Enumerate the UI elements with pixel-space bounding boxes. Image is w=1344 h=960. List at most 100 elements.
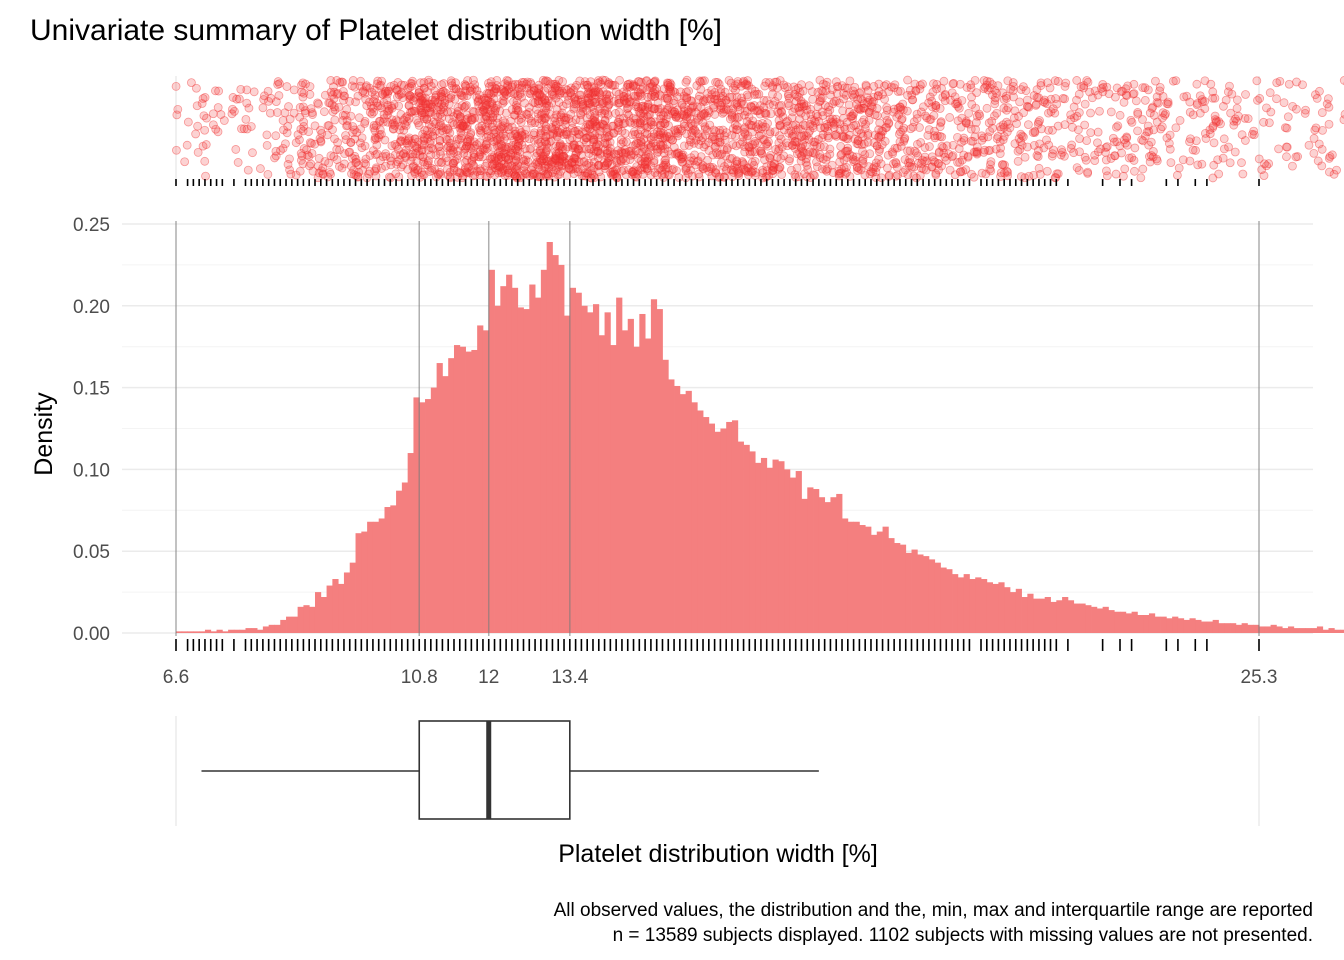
jitter-point <box>484 78 493 88</box>
jitter-point <box>1264 118 1274 128</box>
jitter-point <box>818 130 828 140</box>
jitter-point <box>1130 166 1139 176</box>
jitter-point <box>1115 110 1125 120</box>
jitter-point <box>694 172 704 182</box>
histogram-bar <box>714 431 721 633</box>
jitter-point <box>412 143 422 153</box>
histogram-bar <box>349 562 356 633</box>
jitter-point <box>1193 99 1202 108</box>
jitter-point <box>399 115 408 125</box>
jitter-point <box>1259 117 1268 127</box>
jitter-point <box>249 87 259 97</box>
jitter-point <box>649 78 659 87</box>
jitter-point <box>672 92 682 102</box>
jitter-point <box>461 167 471 177</box>
jitter-point <box>502 75 512 85</box>
jitter-point <box>452 109 462 119</box>
jitter-point <box>726 165 736 175</box>
jitter-point <box>661 114 671 124</box>
histogram-bar <box>847 521 854 633</box>
jitter-point <box>541 147 551 156</box>
jitter-point <box>661 158 670 168</box>
jitter-point <box>1019 108 1028 118</box>
jitter-point <box>461 101 471 110</box>
jitter-point <box>961 165 971 175</box>
jitter-point <box>622 98 631 107</box>
jitter-point <box>361 95 371 104</box>
jitter-point <box>1255 94 1265 103</box>
jitter-point <box>491 84 501 94</box>
jitter-point <box>535 155 545 164</box>
jitter-point <box>840 124 850 134</box>
jitter-point <box>1178 155 1188 165</box>
jitter-point <box>746 167 756 176</box>
jitter-point <box>665 86 675 96</box>
jitter-point <box>822 77 832 87</box>
jitter-point <box>462 141 471 151</box>
histogram-bar <box>1311 628 1318 633</box>
jitter-point <box>995 122 1005 132</box>
jitter-point <box>448 118 457 127</box>
histogram-bar <box>743 444 750 633</box>
jitter-point <box>816 123 825 133</box>
jitter-point <box>895 129 904 139</box>
jitter-point <box>937 161 946 171</box>
jitter-point <box>379 109 389 119</box>
jitter-point <box>427 99 436 109</box>
jitter-point <box>332 89 342 99</box>
histogram-bar <box>477 325 484 633</box>
jitter-point <box>299 122 309 131</box>
jitter-point <box>917 159 926 168</box>
jitter-point <box>367 109 377 119</box>
jitter-point <box>1318 125 1327 135</box>
jitter-point <box>585 131 595 141</box>
jitter-point <box>319 107 329 117</box>
jitter-point <box>1209 160 1219 170</box>
histogram-bar <box>813 489 820 633</box>
jitter-point <box>1060 120 1070 130</box>
jitter-point <box>1030 126 1040 136</box>
jitter-point <box>1138 83 1148 93</box>
jitter-point <box>645 143 655 153</box>
jitter-point <box>813 102 823 112</box>
jitter-point <box>806 109 816 119</box>
jitter-point <box>883 150 893 160</box>
jitter-point <box>258 103 268 113</box>
jitter-point <box>1050 108 1060 118</box>
jitter-point <box>972 147 982 156</box>
jitter-point <box>864 162 874 172</box>
jitter-point <box>345 147 355 157</box>
jitter-point <box>491 83 500 93</box>
jitter-point <box>375 125 385 135</box>
jitter-point <box>1050 173 1060 183</box>
histogram-bar <box>1201 621 1208 633</box>
jitter-point <box>682 109 692 119</box>
jitter-point <box>237 124 246 134</box>
jitter-point <box>534 80 544 90</box>
jitter-point <box>995 137 1005 147</box>
jitter-point <box>1003 76 1013 86</box>
jitter-point <box>1102 166 1111 176</box>
jitter-point <box>1060 94 1069 104</box>
jitter-point <box>480 123 490 132</box>
histogram-bar <box>1004 587 1011 633</box>
jitter-point <box>561 113 571 123</box>
jitter-point <box>656 111 666 121</box>
jitter-point <box>405 91 415 101</box>
jitter-point <box>787 132 797 141</box>
jitter-point <box>536 137 546 147</box>
jitter-point <box>858 154 868 164</box>
jitter-point <box>355 81 365 91</box>
jitter-point <box>748 116 758 126</box>
jitter-point <box>838 131 848 141</box>
jitter-point <box>1012 119 1021 129</box>
jitter-point <box>864 115 874 125</box>
jitter-point <box>979 147 989 157</box>
jitter-point <box>616 139 626 149</box>
histogram-bar <box>894 543 901 633</box>
jitter-point <box>528 170 537 180</box>
jitter-point <box>511 155 521 165</box>
jitter-point <box>1049 145 1058 155</box>
x-axis-tick-labels: 6.6 10.8 12 13.4 25.3 <box>163 667 1278 688</box>
jitter-point <box>853 103 863 113</box>
